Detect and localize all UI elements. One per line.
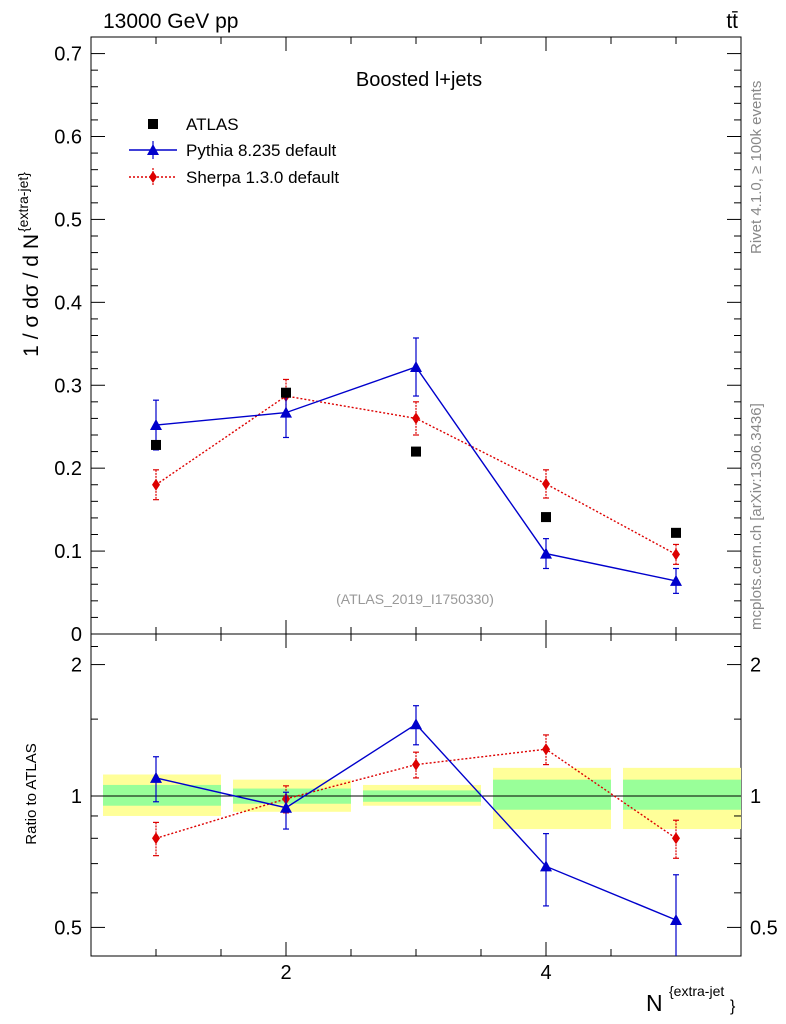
main-sherpa-point	[412, 412, 420, 425]
svg-text:1 / σ dσ / d N: 1 / σ dσ / d N	[20, 234, 43, 357]
mcplots-label: mcplots.cern.ch [arXiv:1306.3436]	[748, 403, 765, 630]
ratio-sherpa-point	[152, 832, 160, 845]
x-tick-label: 2	[280, 962, 291, 984]
process-label: tt̄	[726, 10, 738, 33]
main-y-tick-label: 0.3	[54, 375, 82, 397]
main-axis-ticks: 0 0.1 0.2 0.3 0.4 0.5 0.6 0.7	[54, 37, 742, 646]
main-y-tick-label: 0.1	[54, 541, 82, 563]
main-pythia-point	[540, 547, 552, 559]
ratio-band-inner	[103, 784, 221, 806]
legend: ATLAS Pythia 8.235 default Sherpa 1.3.0 de…	[129, 115, 339, 187]
x-tick-label: 4	[540, 962, 551, 984]
analysis-watermark: (ATLAS_2019_I1750330)	[336, 591, 494, 607]
main-atlas-point	[281, 387, 291, 398]
x-axis-label-superscript: {extra-jet	[669, 983, 724, 999]
ratio-y-tick-label: 0.5	[54, 917, 82, 939]
main-pythia-point	[280, 406, 292, 418]
main-y-tick-label: 0.5	[54, 209, 82, 231]
ratio-sherpa-point	[412, 758, 420, 771]
main-data-series	[150, 337, 682, 594]
main-y-axis-label: 1 / σ dσ / d N {extra-jet}	[15, 172, 43, 357]
ratio-pythia-point	[150, 771, 162, 783]
main-atlas-point	[671, 527, 681, 538]
ratio-pythia-point	[670, 913, 682, 925]
main-atlas-point	[541, 512, 551, 523]
x-axis-label-main: N	[646, 990, 663, 1016]
rivet-label: Rivet 4.1.0, ≥ 100k events	[748, 81, 765, 254]
ratio-y-tick-label-right: 0.5	[750, 917, 778, 939]
main-pythia-point	[150, 419, 162, 431]
ratio-pythia-point	[410, 718, 422, 730]
plot-title: Boosted l+jets	[356, 69, 482, 91]
ratio-y-tick-label-right: 2	[750, 655, 761, 677]
ratio-sherpa-point	[542, 743, 550, 756]
ratio-uncertainty-bands	[103, 767, 741, 830]
main-y-axis-label-main: 1 / σ dσ / d N	[20, 234, 43, 357]
legend-label-0: ATLAS	[186, 115, 239, 134]
x-axis-label-close-brace: }	[730, 998, 736, 1015]
main-y-tick-label: 0.4	[54, 292, 82, 314]
legend-label-1: Pythia 8.235 default	[186, 141, 337, 160]
legend-marker-2	[149, 171, 157, 183]
ratio-y-tick-label: 2	[71, 655, 82, 677]
legend-marker-1	[147, 144, 159, 155]
main-atlas-point	[411, 446, 421, 457]
ratio-sherpa-line	[155, 748, 677, 839]
main-y-tick-label: 0.7	[54, 44, 82, 66]
ratio-sherpa-point	[672, 832, 680, 845]
main-pythia-point	[410, 361, 422, 373]
main-pythia-line	[155, 366, 677, 582]
main-y-axis-label-superscript: {extra-jet}	[15, 172, 31, 232]
ratio-y-tick-label-right: 1	[750, 786, 761, 808]
ratio-band-inner	[493, 779, 611, 810]
main-sherpa-point	[672, 548, 680, 561]
ratio-axis-ticks: 0.5 0.5 1 1 2 2 2 4	[54, 634, 778, 984]
ratio-y-axis-label: Ratio to ATLAS	[23, 743, 40, 844]
main-y-tick-label: 0	[71, 624, 82, 646]
ratio-y-tick-label: 1	[71, 786, 82, 808]
main-sherpa-point	[152, 478, 160, 491]
main-y-tick-label: 0.2	[54, 458, 82, 480]
ratio-pythia-point	[280, 801, 292, 813]
energy-label: 13000 GeV pp	[103, 10, 238, 33]
ratio-data-series	[150, 705, 682, 956]
main-y-tick-label: 0.6	[54, 127, 82, 149]
main-atlas-point	[151, 439, 161, 450]
legend-marker-0	[148, 119, 158, 129]
main-pythia-point	[670, 574, 682, 586]
ratio-band-inner	[623, 779, 741, 810]
ratio-pythia-point	[540, 860, 552, 872]
main-sherpa-point	[542, 477, 550, 490]
legend-label-2: Sherpa 1.3.0 default	[186, 168, 339, 187]
